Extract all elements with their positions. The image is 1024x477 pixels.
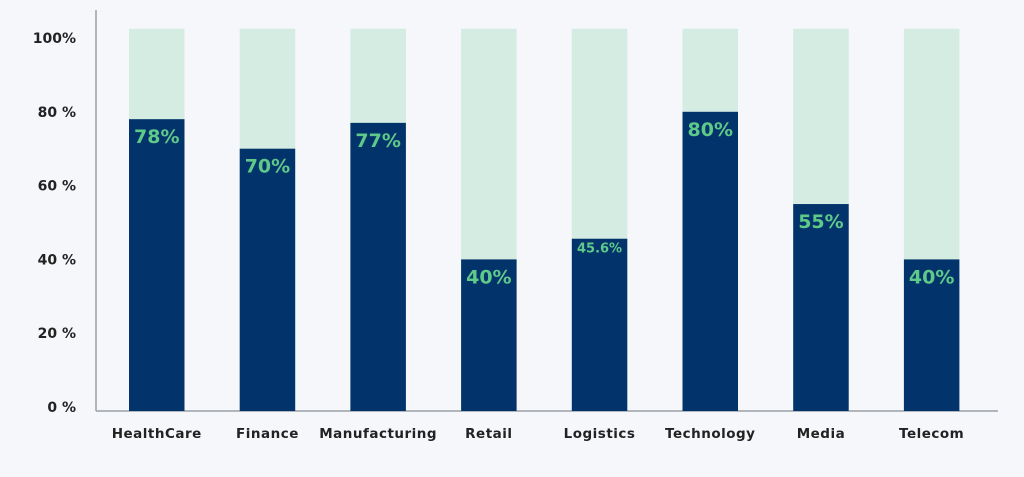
- y-tick-label: 0 %: [47, 400, 76, 416]
- x-category-label: Media: [797, 426, 846, 442]
- y-tick-label: 60 %: [38, 179, 76, 195]
- y-tick-label: 100%: [33, 31, 76, 47]
- bar-value: [793, 204, 849, 411]
- x-category-label: Logistics: [564, 426, 636, 442]
- data-label: 80%: [688, 119, 733, 141]
- y-tick-label: 20 %: [38, 326, 76, 342]
- x-category-label: Manufacturing: [319, 426, 437, 442]
- y-tick-label: 80 %: [38, 105, 76, 121]
- data-label: 40%: [466, 266, 511, 288]
- bar-value: [239, 148, 296, 411]
- data-label: 45.6%: [577, 242, 622, 257]
- bar-value: [129, 119, 185, 412]
- data-label: 55%: [798, 211, 843, 233]
- bar-value: [682, 111, 738, 412]
- x-category-label: HealthCare: [112, 426, 202, 442]
- y-tick-label: 40 %: [38, 252, 76, 268]
- bar-value: [571, 238, 628, 411]
- data-label: 40%: [909, 266, 954, 288]
- bar-value: [461, 259, 517, 411]
- x-category-label: Finance: [236, 426, 299, 442]
- x-category-label: Retail: [465, 426, 512, 442]
- bar-value: [350, 122, 406, 412]
- data-label: 77%: [355, 130, 400, 152]
- bar-value: [903, 259, 960, 411]
- x-category-label: Telecom: [899, 426, 964, 442]
- data-label: 70%: [245, 156, 290, 178]
- data-label: 78%: [134, 126, 179, 148]
- x-category-label: Technology: [665, 426, 755, 442]
